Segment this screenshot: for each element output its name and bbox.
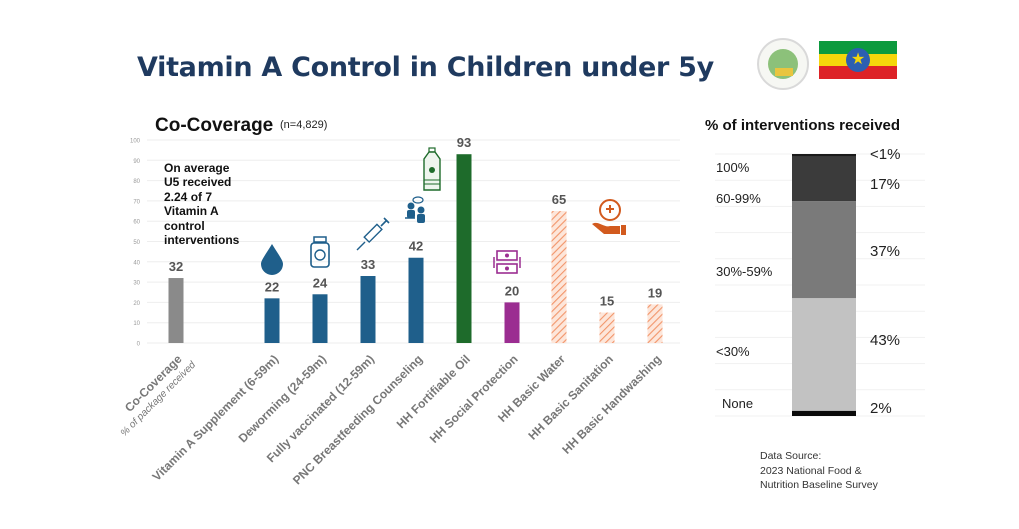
stacked-segment	[792, 410, 856, 416]
y-tick-label: 60	[133, 220, 140, 226]
bar-value-label: 65	[552, 192, 566, 207]
bar	[504, 302, 520, 343]
flag-star-emblem-icon: ★	[846, 48, 870, 72]
annotation-line: 2.24 of 7	[164, 189, 213, 204]
annotation-line: Vitamin A	[164, 204, 219, 219]
bar	[647, 304, 663, 343]
water-drop-icon	[261, 244, 283, 275]
stacked-value-label: 17%	[870, 176, 901, 193]
ethiopia-flag-icon: ★	[819, 41, 897, 79]
bar-value-label: 24	[313, 275, 328, 290]
y-tick-label: 30	[133, 281, 140, 287]
stacked-chart-title: % of interventions received	[705, 117, 901, 134]
syringe-icon	[356, 217, 390, 251]
stacked-value-label: 37%	[870, 243, 901, 260]
y-tick-label: 80	[133, 179, 140, 185]
annotation-line: U5 received	[164, 175, 232, 190]
stacked-segment	[792, 298, 856, 411]
annotation-line: On average	[164, 161, 230, 175]
y-tick-label: 70	[133, 199, 140, 205]
stacked-category-label: <30%	[716, 344, 750, 359]
stacked-segment	[792, 156, 856, 202]
bar	[312, 294, 328, 343]
bar	[551, 211, 567, 343]
bar	[408, 257, 424, 343]
bar-value-label: 19	[648, 285, 662, 300]
co-coverage-title: Co-Coverage	[155, 115, 274, 136]
bar-value-label: 33	[361, 257, 375, 272]
stacked-value-label: 2%	[870, 400, 892, 417]
annotation-line: interventions	[164, 233, 240, 248]
stacked-category-label: 30%-59%	[716, 264, 773, 279]
bar-value-label: 42	[409, 239, 423, 254]
sample-size-note: (n=4,829)	[280, 119, 328, 131]
bar	[599, 312, 615, 343]
bar	[456, 154, 472, 343]
y-tick-label: 20	[133, 301, 140, 307]
stacked-segment	[792, 201, 856, 299]
bar	[168, 278, 184, 343]
bar-value-label: 15	[600, 294, 614, 309]
oil-bottle-icon	[423, 147, 441, 191]
stacked-category-label: 100%	[716, 160, 750, 175]
hand-care-icon	[592, 199, 626, 235]
stacked-category-label: None	[722, 396, 754, 411]
ministry-logo	[757, 38, 809, 90]
counseling-icon	[405, 196, 425, 223]
cash-transfer-icon	[493, 250, 521, 274]
stacked-segment	[792, 154, 856, 157]
y-tick-label: 40	[133, 260, 140, 266]
y-tick-label: 10	[133, 321, 140, 327]
y-tick-label: 0	[137, 342, 141, 348]
stacked-value-label: <1%	[870, 146, 901, 163]
average-annotation: On average U5 received 2.24 of 7 Vitamin…	[164, 161, 264, 247]
stacked-value-label: 43%	[870, 332, 901, 349]
bar-value-label: 20	[505, 283, 519, 298]
page-title: Vitamin A Control in Children under 5y	[137, 52, 714, 83]
source-line: Nutrition Baseline Survey	[760, 479, 878, 491]
pill-bottle-icon	[310, 236, 330, 268]
stacked-category-label: 60-99%	[716, 191, 761, 206]
data-source-note: Data Source: 2023 National Food & Nutrit…	[760, 449, 878, 493]
y-tick-label: 50	[133, 240, 140, 246]
logo-book-icon	[775, 68, 793, 76]
bar	[264, 298, 280, 343]
annotation-line: control	[164, 218, 205, 233]
source-line: Data Source:	[760, 450, 822, 462]
bar-value-label: 93	[457, 135, 471, 150]
bar-value-label: 32	[169, 259, 183, 274]
source-line: 2023 National Food &	[760, 464, 862, 477]
y-tick-label: 90	[133, 159, 140, 165]
y-tick-label: 100	[130, 139, 141, 145]
bar-value-label: 22	[265, 279, 279, 294]
bar	[360, 276, 376, 343]
